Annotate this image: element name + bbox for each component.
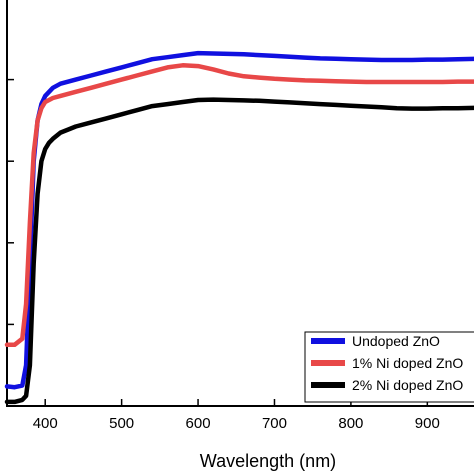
x-tick-label: 400	[33, 415, 58, 432]
x-axis-title: Wavelength (nm)	[200, 451, 336, 471]
series-line-3	[4, 97, 474, 405]
x-tick-label: 700	[262, 415, 287, 432]
x-tick-label: 800	[338, 415, 363, 432]
series-line-2	[4, 63, 474, 348]
plot-frame	[6, 0, 474, 407]
x-tick-labels: 400 500 600 700 800 900	[33, 415, 440, 432]
x-tick-label: 600	[186, 415, 211, 432]
legend: Undoped ZnO 1% Ni doped ZnO 2% Ni doped Zn…	[304, 331, 474, 403]
legend-label-3: 2% Ni doped ZnO	[352, 377, 463, 393]
legend-label-2: 1% Ni doped ZnO	[352, 355, 463, 371]
x-tick-label: 500	[109, 415, 134, 432]
legend-label-1: Undoped ZnO	[352, 333, 440, 349]
series-layer	[4, 50, 474, 405]
x-tick-label: 900	[415, 415, 440, 432]
